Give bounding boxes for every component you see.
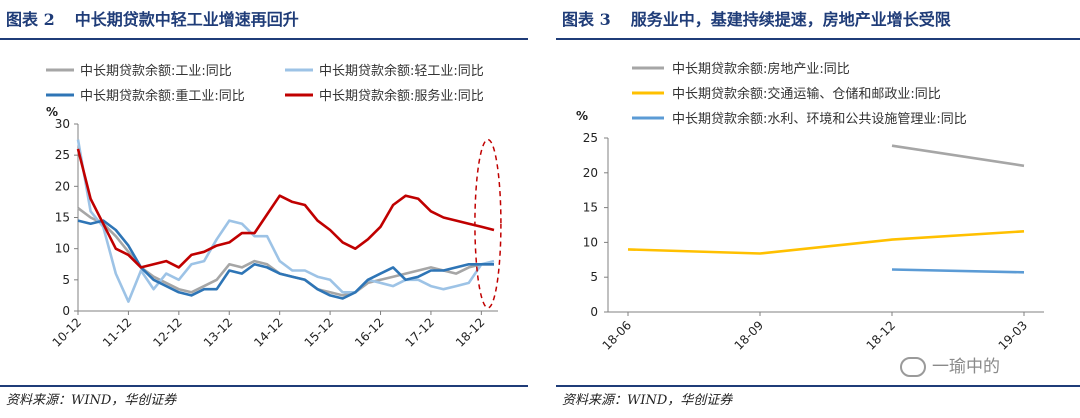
y-tick-label: 10	[55, 242, 70, 256]
y-axis-unit: %	[46, 105, 58, 119]
left-bottom-rule	[0, 385, 528, 387]
x-tick-label: 18-06	[600, 318, 635, 353]
y-tick-label: 30	[55, 117, 70, 131]
legend-label: 中长期贷款余额:水利、环境和公共设施管理业:同比	[672, 111, 967, 127]
y-axis-unit: %	[576, 109, 588, 123]
right-figure-caption: 服务业中，基建持续提速，房地产业增长受限	[630, 10, 951, 29]
series-line	[76, 139, 495, 303]
x-tick-label: 13-12	[201, 315, 236, 350]
y-tick-label: 5	[62, 273, 70, 287]
watermark-text: 一瑜中的	[932, 357, 1000, 377]
wechat-icon	[900, 357, 926, 377]
right-figure-number: 图表 3	[562, 10, 611, 29]
x-tick-label: 10-12	[50, 315, 85, 350]
left-figure-title: 图表 2 中长期贷款中轻工业增速再回升	[6, 6, 299, 34]
x-tick-label: 18-12	[453, 315, 488, 350]
y-tick-label: 25	[55, 148, 70, 162]
right-top-rule	[556, 38, 1080, 40]
y-tick-label: 5	[590, 270, 598, 284]
highlight-ellipse	[474, 138, 502, 309]
left-top-rule	[0, 38, 528, 40]
series-line	[891, 144, 1025, 168]
series-line	[77, 219, 494, 300]
right-source: 资料来源：WIND，华创证券	[562, 393, 733, 408]
left-source: 资料来源：WIND，华创证券	[6, 393, 177, 408]
right-figure: 图表 3 服务业中，基建持续提速，房地产业增长受限 中长期贷款余额:房地产业:同比…	[556, 0, 1080, 418]
legend-label: 中长期贷款余额:轻工业:同比	[319, 63, 484, 79]
left-figure-caption: 中长期贷款中轻工业增速再回升	[74, 10, 299, 29]
legend-label: 中长期贷款余额:服务业:同比	[319, 88, 484, 104]
y-tick-label: 15	[55, 211, 70, 225]
y-tick-label: 20	[55, 179, 70, 193]
left-chart: 中长期贷款余额:工业:同比 中长期贷款余额:轻工业:同比中长期贷款余额:重工业:同…	[46, 63, 502, 350]
series-line	[76, 148, 495, 269]
x-tick-label: 18-12	[864, 318, 899, 353]
x-tick-label: 11-12	[100, 315, 135, 350]
series-line	[891, 268, 1025, 274]
watermark: 一瑜中的	[900, 352, 1000, 377]
x-tick-label: 16-12	[352, 315, 387, 350]
y-tick-label: 0	[590, 305, 598, 319]
right-bottom-rule	[556, 385, 1080, 387]
x-tick-label: 17-12	[403, 315, 438, 350]
legend-label: 中长期贷款余额:交通运输、仓储和邮政业:同比	[672, 86, 941, 102]
legend-label: 中长期贷款余额:房地产业:同比	[672, 61, 850, 77]
right-chart: 中长期贷款余额:房地产业:同比中长期贷款余额:交通运输、仓储和邮政业:同比中长期…	[576, 61, 1044, 353]
y-tick-label: 0	[62, 304, 70, 318]
left-figure: 图表 2 中长期贷款中轻工业增速再回升 中长期贷款余额:工业:同比 中长期贷款余额:…	[0, 0, 528, 418]
y-tick-label: 10	[583, 235, 598, 249]
x-tick-label: 18-09	[732, 318, 767, 353]
x-tick-label: 14-12	[251, 315, 286, 350]
legend-label: 中长期贷款余额:工业:同比	[80, 63, 232, 79]
series-line	[77, 207, 494, 297]
x-tick-label: 15-12	[302, 315, 337, 350]
x-tick-label: 12-12	[150, 315, 185, 350]
y-tick-label: 15	[583, 201, 598, 215]
x-tick-label: 19-03	[996, 318, 1031, 353]
y-tick-label: 20	[583, 166, 598, 180]
right-figure-title: 图表 3 服务业中，基建持续提速，房地产业增长受限	[562, 6, 951, 34]
series-line	[627, 230, 1025, 255]
left-figure-number: 图表 2	[6, 10, 55, 29]
legend-label: 中长期贷款余额:重工业:同比	[80, 88, 245, 104]
y-tick-label: 25	[583, 131, 598, 145]
